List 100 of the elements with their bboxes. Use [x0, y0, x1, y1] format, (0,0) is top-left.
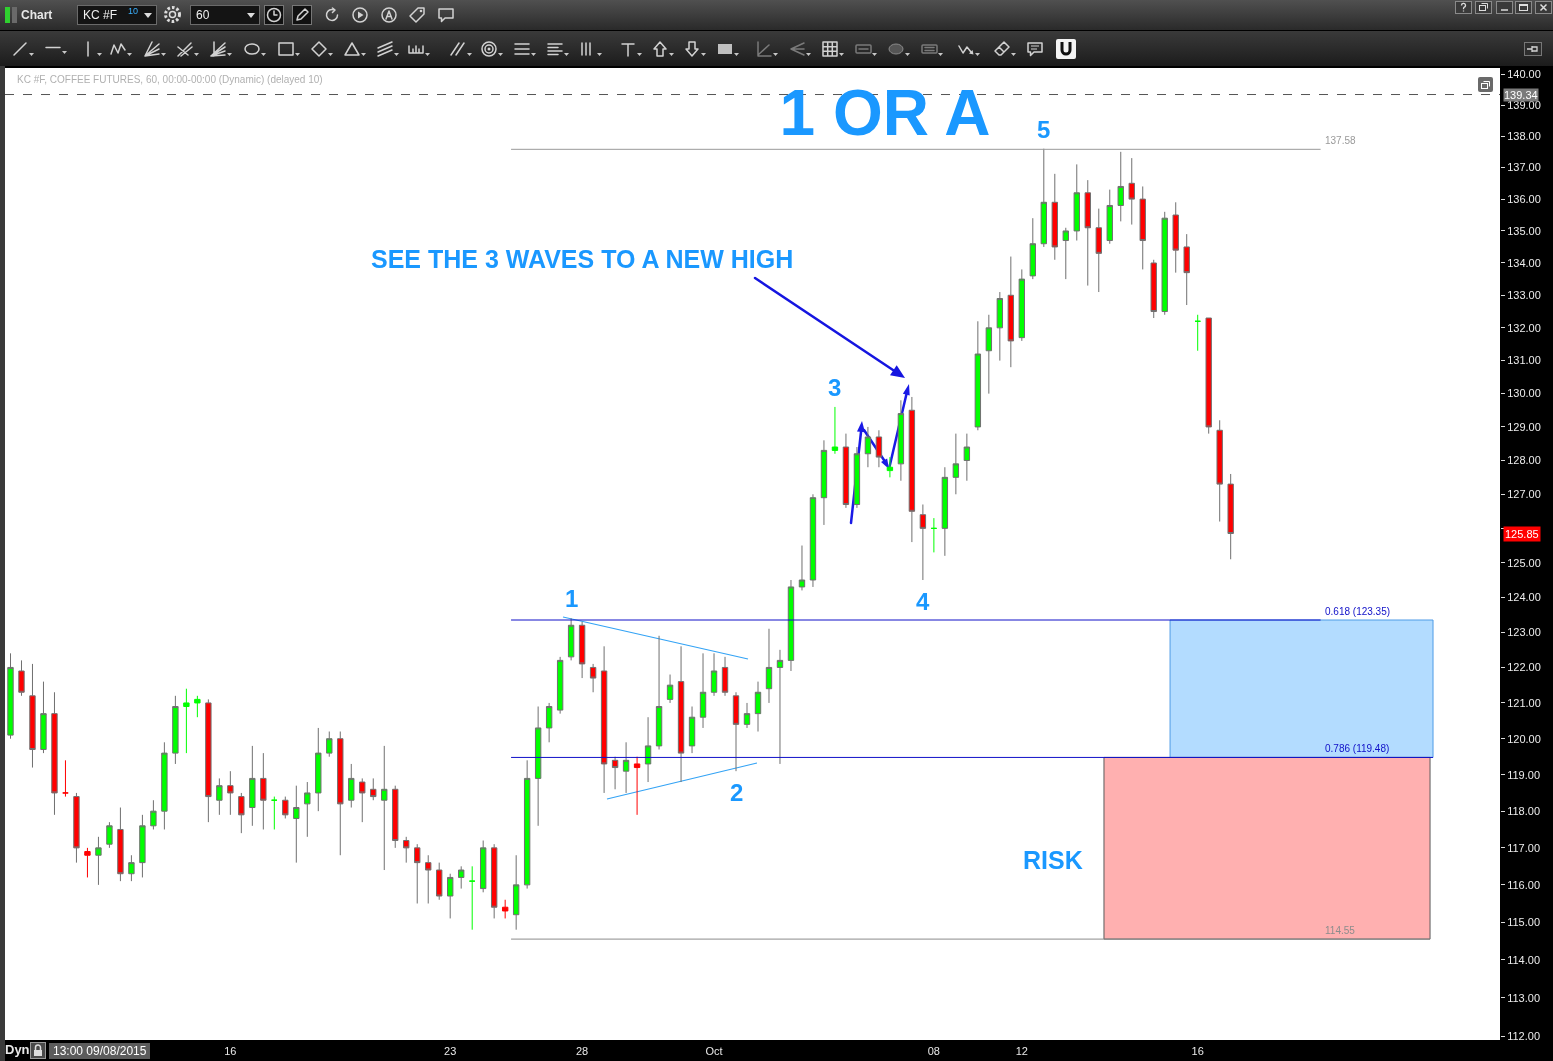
y-tick-label: 131.00 — [1507, 354, 1541, 367]
candlestick — [1007, 256, 1015, 368]
candlestick — [1150, 259, 1157, 319]
candlestick — [260, 752, 267, 830]
y-tick-label: 117.00 — [1507, 841, 1541, 854]
candlestick — [853, 446, 861, 509]
candlestick — [315, 727, 322, 812]
y-tick-label: 123.00 — [1507, 626, 1541, 639]
candlestick — [51, 691, 58, 816]
candlestick — [238, 792, 245, 834]
candlestick — [1194, 314, 1201, 352]
candlestick — [864, 426, 872, 468]
candlestick — [908, 396, 916, 543]
annotation: 1 — [565, 585, 579, 612]
candlestick — [1183, 233, 1190, 306]
text: 125.85 — [1505, 528, 1539, 540]
ref-line-label: 139.34 — [1504, 89, 1538, 101]
candlestick — [271, 796, 278, 830]
x-tick-label: 23 — [444, 1045, 457, 1057]
candlestick — [326, 731, 333, 758]
candlestick — [732, 691, 740, 772]
candlestick — [699, 652, 707, 729]
y-tick-label: 114.00 — [1507, 953, 1541, 966]
candlestick — [798, 545, 806, 591]
candlestick — [392, 785, 399, 849]
candlestick — [249, 745, 256, 827]
candlestick — [29, 663, 36, 769]
candlestick — [501, 899, 509, 919]
candlestick — [1095, 208, 1102, 293]
y-tick-label: 138.00 — [1507, 130, 1541, 143]
y-tick-label: 113.00 — [1507, 991, 1541, 1004]
candlestick — [996, 291, 1004, 362]
candlestick — [128, 854, 135, 882]
candlestick — [381, 745, 388, 871]
text: KC #F, COFFEE FUTURES, 60, 00:00-00:00 (Dynamic) (delayed 10) — [17, 74, 323, 85]
candlestick — [952, 433, 960, 495]
candlestick — [1073, 163, 1080, 242]
candlestick — [655, 635, 663, 750]
candlestick — [600, 645, 608, 794]
candlestick — [304, 781, 311, 838]
candlestick — [1172, 201, 1179, 274]
x-tick-label: 28 — [575, 1045, 589, 1057]
candlestick — [897, 399, 905, 482]
annotation: 4 — [916, 588, 930, 615]
candlestick — [1029, 217, 1037, 280]
candlestick — [18, 659, 25, 697]
candlestick — [974, 320, 982, 431]
candlestick — [1216, 419, 1223, 523]
candlestick — [567, 617, 575, 661]
candlestick — [293, 785, 300, 864]
candlestick — [227, 770, 234, 816]
candlestick — [831, 406, 839, 455]
y-tick-label: 118.00 — [1507, 805, 1541, 818]
y-tick-label: 132.00 — [1507, 321, 1541, 334]
candlestick — [787, 579, 795, 672]
candlestick — [666, 674, 674, 704]
candlestick — [1062, 227, 1069, 280]
candlestick — [370, 777, 377, 801]
candlestick — [523, 759, 531, 890]
candlestick — [7, 652, 14, 740]
candlestick — [710, 652, 718, 697]
text: Dyn — [5, 1042, 30, 1058]
candlestick — [1139, 185, 1146, 270]
y-tick-label: 115.00 — [1507, 916, 1541, 929]
candlestick — [425, 854, 432, 904]
candlestick — [436, 862, 443, 901]
y-tick-label: 129.00 — [1507, 420, 1541, 433]
candlestick — [447, 873, 454, 919]
candlestick — [886, 456, 894, 478]
y-tick-label: 121.00 — [1507, 696, 1541, 709]
candlestick — [73, 792, 80, 864]
candlestick — [534, 706, 542, 827]
candlestick — [468, 865, 476, 931]
y-tick-label: 122.00 — [1507, 661, 1541, 674]
candlestick — [776, 649, 784, 765]
candlestick — [743, 702, 751, 729]
text: Chart — [21, 8, 53, 22]
annotation: 5 — [1037, 116, 1051, 143]
candlestick — [754, 681, 762, 733]
candlestick — [589, 663, 597, 693]
candlestick — [677, 645, 685, 783]
candlestick — [578, 621, 586, 679]
candlestick — [765, 628, 773, 704]
candlestick — [117, 807, 124, 882]
annotation: SEE THE 3 WAVES TO A NEW HIGH — [371, 245, 794, 273]
y-tick-label: 130.00 — [1507, 387, 1541, 400]
candlestick — [348, 763, 355, 809]
candlestick — [1084, 179, 1091, 287]
candlestick — [95, 836, 102, 886]
candlestick — [359, 777, 366, 823]
candlestick — [40, 681, 47, 754]
x-tick-label: 08 — [927, 1045, 941, 1057]
candlestick — [1040, 148, 1047, 248]
y-tick-label: 112.00 — [1507, 1030, 1541, 1042]
x-tick-label: 12 — [1015, 1045, 1028, 1057]
annotation: 2 — [730, 779, 744, 806]
ref-line-label: 0.786 (119.48) — [1325, 743, 1390, 754]
candlestick — [172, 695, 179, 765]
y-tick-label: 119.00 — [1507, 768, 1541, 781]
candlestick — [688, 706, 696, 754]
